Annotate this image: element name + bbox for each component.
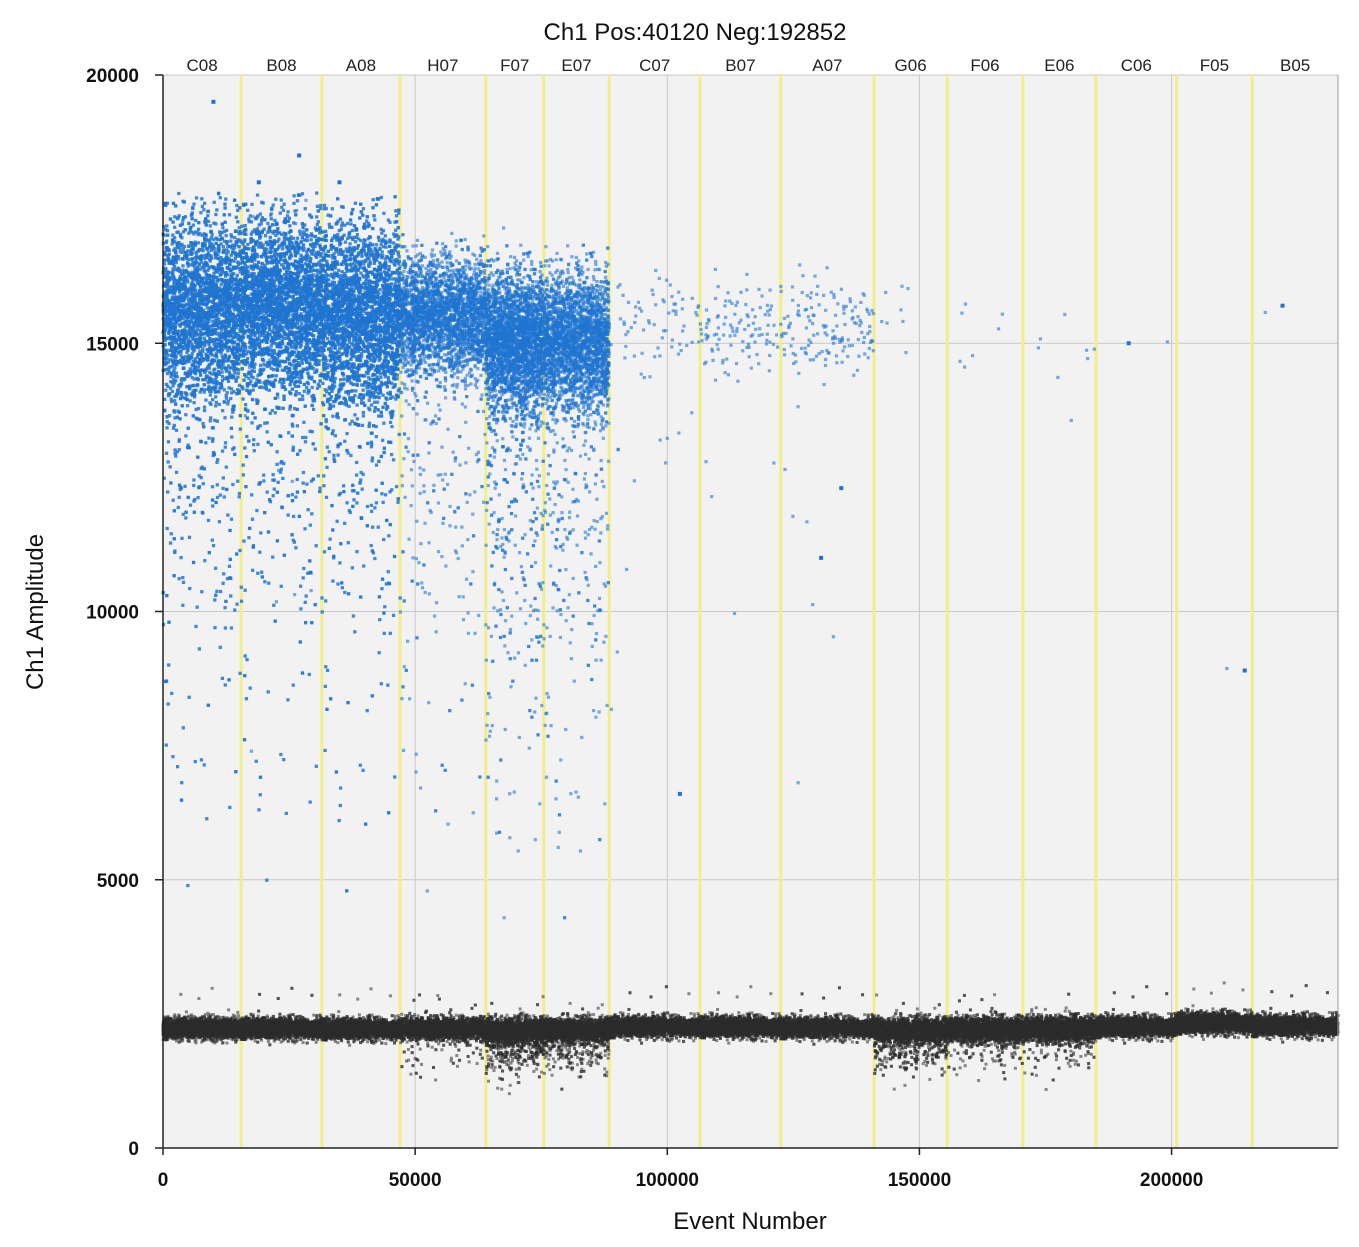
negative-droplet-point [234,1041,237,1044]
negative-droplet-point [178,1041,181,1044]
negative-droplet-point [197,997,200,1000]
chart-title: Ch1 Pos:40120 Neg:192852 [544,19,847,46]
negative-droplet-point [185,1010,188,1013]
negative-droplet-point [231,1016,234,1019]
negative-droplet-point [227,1008,230,1011]
negative-droplet-point [181,1039,184,1042]
negative-droplet-point [225,1042,228,1045]
negative-droplet-point [179,993,182,996]
negative-droplet-point [236,1011,239,1014]
negative-droplet-point [169,1017,172,1020]
negative-droplet-point [221,1041,224,1044]
negative-droplet-point [237,1014,240,1017]
negative-droplet-point [191,1016,194,1019]
negative-droplet-point [167,1015,170,1018]
negative-droplet-point [211,987,214,990]
negative-droplet-point [188,1040,191,1043]
negative-droplet-point [232,1014,235,1017]
negative-droplet-point [173,1015,176,1018]
negative-droplet-point [187,1036,190,1039]
